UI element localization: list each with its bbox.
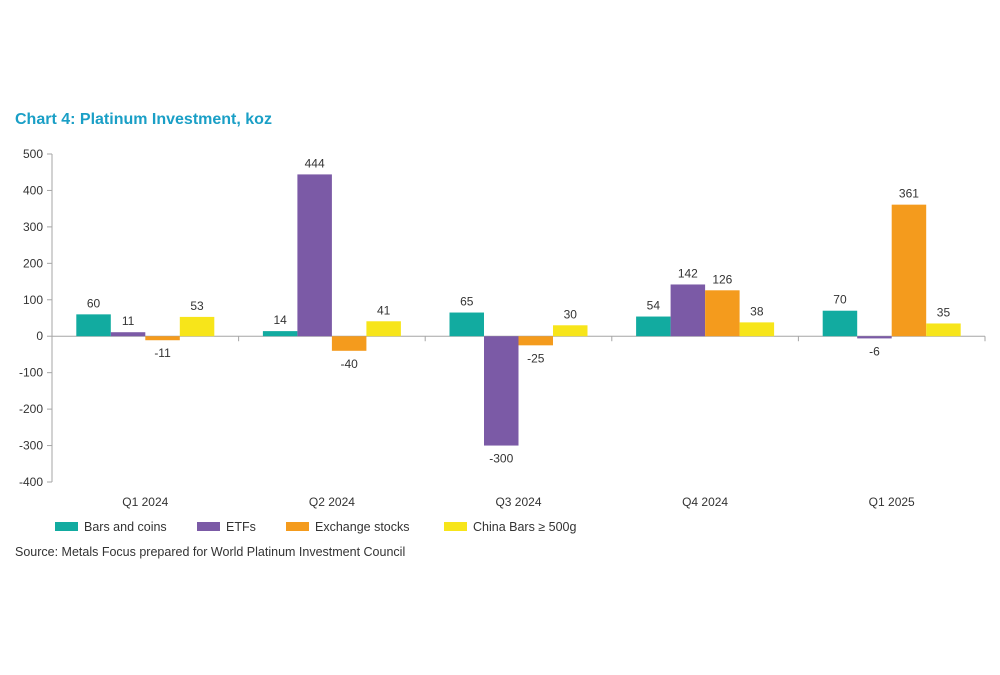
x-tick-label: Q3 2024 [495,495,541,509]
data-label: 126 [712,272,732,286]
bar [891,204,927,337]
data-label: 54 [647,299,661,313]
data-label: -11 [154,346,171,360]
data-label: 70 [833,293,847,307]
bar [926,323,961,337]
legend: Bars and coins ETFs Exchange stocks China B… [55,520,576,534]
bar [331,336,367,351]
bar [670,284,706,337]
data-label: -300 [489,452,513,466]
legend-swatch [286,522,309,531]
source-note: Source: Metals Focus prepared for World … [15,545,406,559]
y-tick-label: 0 [36,329,43,343]
x-tick-label: Q2 2024 [309,495,355,509]
bar [553,325,588,337]
y-tick-label: -100 [19,366,43,380]
legend-swatch [197,522,220,531]
y-tick-label: -300 [19,439,43,453]
data-label: -6 [869,344,880,358]
data-label: 11 [122,314,135,328]
data-label: 35 [937,305,951,319]
bar [636,316,671,337]
bar [262,331,298,337]
data-label: -40 [340,357,358,371]
legend-label: Bars and coins [84,520,167,534]
data-label: -25 [527,351,545,365]
legend-swatch [55,522,78,531]
data-label: 361 [899,187,919,201]
legend-label: Exchange stocks [315,520,410,534]
bar [110,332,146,337]
data-label: 60 [87,296,101,310]
bar [857,336,892,339]
y-tick-label: 400 [23,183,43,197]
data-label: 38 [750,304,764,318]
legend-label: ETFs [226,520,256,534]
legend-swatch [444,522,467,531]
y-tick-label: -200 [19,402,43,416]
x-tick-label: Q4 2024 [682,495,728,509]
bar [822,310,858,337]
bar-group [76,174,961,446]
bar [366,321,401,337]
bar [518,336,553,346]
x-tick-label: Q1 2024 [122,495,168,509]
y-tick-label: 300 [23,220,43,234]
bar [739,322,775,337]
data-labels: 60 11 -11 53 14 444 -40 41 65 -300 -25 30 54 142 126 38… [87,156,951,465]
data-label: 444 [305,156,325,170]
bar [179,316,215,337]
y-tick-label: 200 [23,256,43,270]
legend-label: China Bars ≥ 500g [473,520,576,534]
y-tick-label: 500 [23,147,43,161]
data-label: 65 [460,295,474,309]
bar [705,290,740,337]
data-label: 30 [564,307,578,321]
data-label: 53 [190,299,204,313]
chart-title: Chart 4: Platinum Investment, koz [15,111,272,128]
y-axis: 500 400 300 200 100 0 -100 -200 -300 -400 [19,147,53,489]
y-tick-label: 100 [23,293,43,307]
bar [449,312,484,337]
y-tick-label: -400 [19,475,43,489]
bar [297,174,332,337]
bar [145,336,180,341]
bar [484,336,519,446]
bar [76,314,111,337]
data-label: 41 [377,303,391,317]
data-label: 142 [678,266,698,280]
x-tick-label: Q1 2025 [869,495,915,509]
data-label: 14 [273,313,287,327]
